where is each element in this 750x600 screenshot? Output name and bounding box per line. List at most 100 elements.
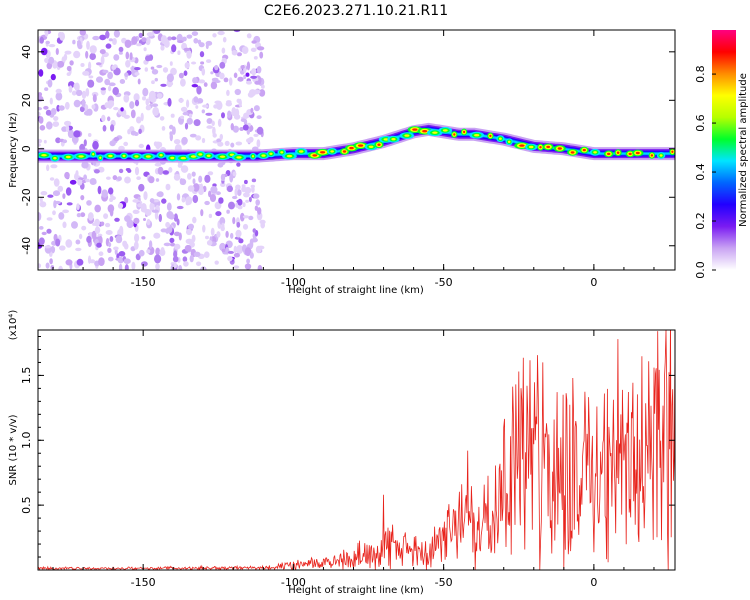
noise-speckle xyxy=(101,189,108,198)
noise-speckles xyxy=(38,30,266,270)
noise-speckle xyxy=(80,212,86,218)
noise-speckle xyxy=(62,209,69,214)
noise-speckle xyxy=(225,247,230,255)
noise-speckle xyxy=(102,69,109,74)
noise-speckle xyxy=(160,83,167,87)
noise-speckle xyxy=(151,209,159,213)
noise-speckle xyxy=(44,57,50,64)
noise-speckle xyxy=(58,105,65,111)
noise-speckle xyxy=(55,238,61,247)
x-tick-label: 0 xyxy=(590,576,597,589)
noise-speckle xyxy=(86,235,92,244)
noise-speckle xyxy=(244,263,252,270)
noise-speckle xyxy=(212,33,217,38)
snr-plot-area xyxy=(38,330,675,570)
y-tick-label: -20 xyxy=(20,188,33,206)
noise-speckle xyxy=(40,47,48,56)
hotspot-core xyxy=(404,134,410,137)
noise-speckle xyxy=(39,197,43,203)
noise-speckle xyxy=(116,176,122,182)
noise-speckle xyxy=(111,65,117,70)
noise-speckle xyxy=(244,179,248,185)
noise-speckle xyxy=(180,178,187,186)
noise-speckle xyxy=(210,71,214,75)
hotspot-core xyxy=(229,153,234,156)
noise-speckle xyxy=(184,122,189,130)
noise-speckle xyxy=(157,141,163,148)
noise-speckle xyxy=(83,110,92,116)
noise-speckle xyxy=(141,236,146,240)
hotspot-core xyxy=(108,154,113,158)
noise-speckle xyxy=(100,55,105,65)
noise-speckle xyxy=(94,218,100,227)
noise-speckle xyxy=(123,243,129,250)
noise-speckle xyxy=(153,232,161,239)
noise-speckle xyxy=(151,103,159,107)
noise-speckle xyxy=(85,178,90,183)
noise-speckle xyxy=(45,109,52,116)
colorbar-tick-label: 0.6 xyxy=(694,114,707,131)
noise-speckle xyxy=(253,89,261,95)
noise-speckle xyxy=(75,170,79,177)
noise-speckle xyxy=(120,107,124,112)
noise-speckle xyxy=(176,205,184,210)
hotspot-core xyxy=(635,151,640,155)
noise-speckle xyxy=(219,61,226,69)
noise-speckle xyxy=(249,252,254,259)
noise-speckle xyxy=(180,115,185,120)
noise-speckle xyxy=(200,209,204,217)
noise-speckle xyxy=(227,250,234,254)
noise-speckle xyxy=(214,80,221,83)
noise-speckle xyxy=(107,204,115,213)
noise-speckle xyxy=(218,197,224,204)
noise-speckle xyxy=(48,44,56,48)
noise-speckle xyxy=(81,225,87,231)
noise-speckle xyxy=(250,107,254,114)
noise-speckle xyxy=(105,43,112,49)
noise-speckle xyxy=(77,40,82,49)
noise-speckle xyxy=(66,72,71,76)
noise-speckle xyxy=(143,218,146,221)
noise-speckle xyxy=(146,249,151,254)
noise-speckle xyxy=(214,260,219,265)
noise-speckle xyxy=(253,193,260,199)
noise-speckle xyxy=(49,177,55,181)
hotspot-core xyxy=(529,145,534,149)
noise-speckle xyxy=(131,261,136,270)
noise-speckle xyxy=(75,247,82,252)
noise-speckle xyxy=(201,68,206,76)
noise-speckle xyxy=(251,186,255,193)
noise-speckle xyxy=(98,257,105,266)
noise-speckle xyxy=(117,256,124,264)
noise-speckle xyxy=(256,66,262,74)
noise-speckle xyxy=(184,62,190,69)
noise-speckle xyxy=(134,99,140,107)
hotspot-core xyxy=(251,155,255,158)
noise-speckle xyxy=(134,233,140,243)
noise-speckle xyxy=(210,227,215,236)
noise-speckle xyxy=(62,139,68,144)
noise-speckle xyxy=(138,183,145,192)
noise-speckle xyxy=(183,70,188,76)
noise-speckle xyxy=(140,112,144,122)
noise-speckle xyxy=(136,43,142,47)
noise-speckle xyxy=(236,221,241,228)
noise-speckle xyxy=(119,79,126,84)
noise-speckle xyxy=(246,80,252,85)
noise-speckle xyxy=(217,118,222,127)
noise-speckle xyxy=(55,137,61,144)
noise-speckle xyxy=(87,79,95,88)
noise-speckle xyxy=(69,179,77,185)
noise-speckle xyxy=(82,70,90,76)
noise-speckle xyxy=(169,213,175,220)
noise-speckle xyxy=(173,213,178,222)
colorbar-ticks: 0.0 0.2 0.4 0.6 0.8 xyxy=(694,65,716,279)
noise-speckle xyxy=(261,84,265,89)
noise-speckle xyxy=(201,137,206,144)
noise-speckle xyxy=(39,226,44,230)
hotspot-core xyxy=(342,150,347,153)
hotspot-core xyxy=(299,150,304,153)
hotspot-core xyxy=(53,157,57,160)
noise-speckle xyxy=(186,34,193,39)
noise-speckle xyxy=(193,119,201,127)
